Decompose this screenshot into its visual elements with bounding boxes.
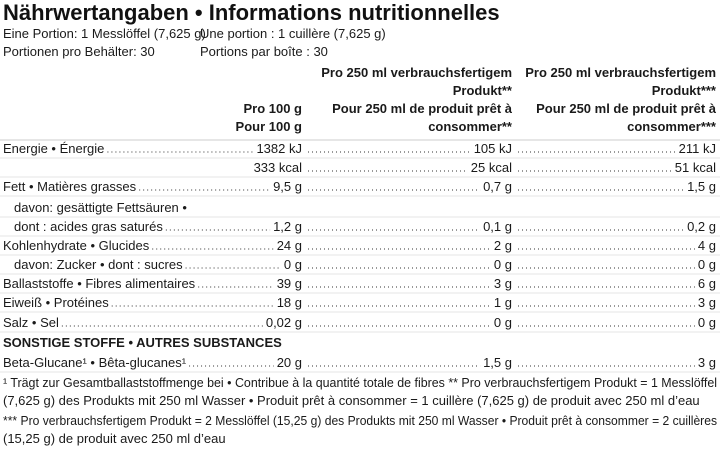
nutrient-value: 6 g xyxy=(698,276,716,291)
nutrient-label: Kohlenhydrate • Glucides xyxy=(3,238,150,253)
nutrient-label: Energie • Énergie xyxy=(3,141,104,156)
nutrient-value: 39 g xyxy=(277,276,302,291)
column-header: Produkt*** xyxy=(652,83,717,98)
nutrient-label: Salz • Sel xyxy=(3,315,59,330)
nutrient-value: 24 g xyxy=(277,238,302,253)
footnote: ¹ Trägt zur Gesamtballaststoffmenge bei … xyxy=(3,375,717,390)
nutrient-value: 1382 kJ xyxy=(256,141,302,156)
nutrient-value: 2 g xyxy=(494,238,512,253)
nutrient-value: 18 g xyxy=(277,295,302,310)
nutrient-label: Ballaststoffe • Fibres alimentaires xyxy=(3,276,196,291)
nutrient-value: 25 kcal xyxy=(471,160,512,175)
nutrient-value: 3 g xyxy=(698,355,716,370)
column-header: consommer*** xyxy=(627,119,717,134)
nutrient-value: 0 g xyxy=(698,257,716,272)
nutrient-value: 211 kJ xyxy=(679,141,716,156)
nutrient-value: 0 g xyxy=(698,315,716,330)
column-header: Pro 100 g xyxy=(243,101,302,116)
nutrient-value: 1 g xyxy=(494,295,512,310)
nutrient-value: 3 g xyxy=(494,276,512,291)
nutrient-value: 0 g xyxy=(494,257,512,272)
nutrient-value: 51 kcal xyxy=(675,160,716,175)
nutrient-value: 9,5 g xyxy=(273,179,302,194)
nutrient-value: 0,2 g xyxy=(687,219,716,234)
serving-de: Portionen pro Behälter: 30 xyxy=(3,44,155,59)
nutrient-value: 333 kcal xyxy=(254,160,303,175)
footnote: (15,25 g) de produit avec 250 ml d’eau xyxy=(3,431,226,446)
nutrient-value: 4 g xyxy=(698,238,716,253)
footnote: (7,625 g) des Produkts mit 250 ml Wasser… xyxy=(3,393,700,408)
nutrient-label: Eiweiß • Protéines xyxy=(3,295,109,310)
nutrient-label: Beta-Glucane¹ • Bêta-glucanes¹ xyxy=(3,355,187,370)
nutrient-value: 1,2 g xyxy=(273,219,302,234)
column-header: Pour 100 g xyxy=(236,119,303,134)
serving-fr: Une portion : 1 cuillère (7,625 g) xyxy=(200,26,386,41)
column-header: Produkt** xyxy=(453,83,513,98)
nutrient-value: 0,02 g xyxy=(266,315,302,330)
footnote: *** Pro verbrauchsfertigem Produkt = 2 M… xyxy=(3,413,717,428)
column-header: Pour 250 ml de produit prêt à xyxy=(536,101,717,116)
nutrient-label: Fett • Matières grasses xyxy=(3,179,137,194)
nutrient-label: davon: Zucker • dont : sucres xyxy=(14,257,183,272)
nutrient-value: 0,1 g xyxy=(483,219,512,234)
nutrient-value: 105 kJ xyxy=(474,141,512,156)
nutrient-value: 3 g xyxy=(698,295,716,310)
nutrient-value: 20 g xyxy=(277,355,302,370)
section-heading: SONSTIGE STOFFE • AUTRES SUBSTANCES xyxy=(3,335,282,350)
serving-fr: Portions par boîte : 30 xyxy=(200,44,328,59)
column-header: consommer** xyxy=(428,119,513,134)
nutrient-value: 1,5 g xyxy=(483,355,512,370)
nutrient-value: 1,5 g xyxy=(687,179,716,194)
nutrient-value: 0,7 g xyxy=(483,179,512,194)
nutrient-value: 0 g xyxy=(284,257,302,272)
nutrient-label: dont : acides gras saturés xyxy=(14,219,163,234)
nutrient-label: davon: gesättigte Fettsäuren • xyxy=(14,200,187,215)
nutrient-value: 0 g xyxy=(494,315,512,330)
column-header: Pro 250 ml verbrauchsfertigem xyxy=(321,65,512,80)
column-header: Pro 250 ml verbrauchsfertigem xyxy=(525,65,716,80)
label-title: Nährwertangaben • Informations nutrition… xyxy=(3,0,500,25)
serving-de: Eine Portion: 1 Messlöffel (7,625 g) xyxy=(3,26,206,41)
column-header: Pour 250 ml de produit prêt à xyxy=(332,101,513,116)
